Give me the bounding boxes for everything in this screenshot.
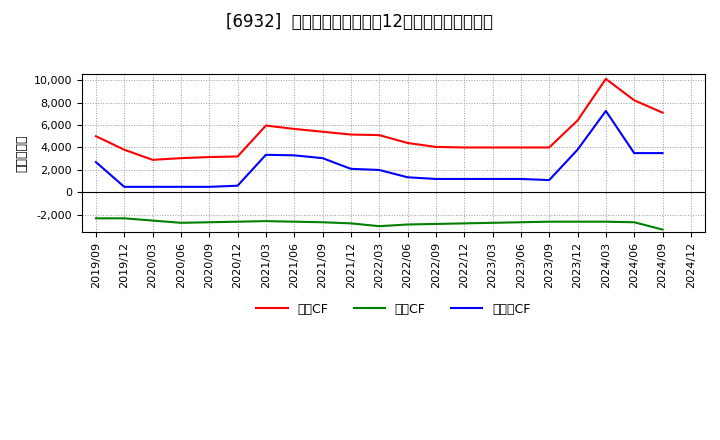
営業CF (148, 157, 157, 162)
フリーCF (658, 150, 667, 156)
投資CF (120, 216, 129, 221)
フリーCF (318, 155, 327, 161)
営業CF (658, 110, 667, 115)
営業CF (375, 132, 384, 138)
投資CF (346, 221, 355, 226)
営業CF (176, 155, 185, 161)
営業CF (91, 134, 100, 139)
投資CF (375, 224, 384, 229)
Legend: 営業CF, 投資CF, フリーCF: 営業CF, 投資CF, フリーCF (251, 298, 536, 321)
投資CF (290, 219, 299, 224)
営業CF (516, 145, 525, 150)
営業CF (205, 154, 214, 160)
フリーCF (573, 147, 582, 152)
投資CF (261, 219, 270, 224)
フリーCF (205, 184, 214, 190)
フリーCF (120, 184, 129, 190)
投資CF (318, 220, 327, 225)
投資CF (516, 220, 525, 225)
フリーCF (460, 176, 469, 182)
営業CF (573, 118, 582, 123)
フリーCF (261, 152, 270, 158)
投資CF (573, 219, 582, 224)
フリーCF (488, 176, 497, 182)
営業CF (403, 140, 412, 146)
フリーCF (176, 184, 185, 190)
フリーCF (233, 183, 242, 188)
営業CF (120, 147, 129, 152)
Line: 投資CF: 投資CF (96, 218, 662, 230)
営業CF (545, 145, 554, 150)
フリーCF (290, 153, 299, 158)
投資CF (630, 220, 639, 225)
営業CF (601, 76, 610, 81)
フリーCF (346, 166, 355, 172)
営業CF (261, 123, 270, 128)
フリーCF (630, 150, 639, 156)
投資CF (233, 219, 242, 224)
投資CF (148, 218, 157, 223)
フリーCF (601, 108, 610, 114)
投資CF (205, 220, 214, 225)
営業CF (233, 154, 242, 159)
フリーCF (375, 167, 384, 172)
フリーCF (545, 177, 554, 183)
営業CF (431, 144, 440, 150)
投資CF (545, 219, 554, 224)
フリーCF (516, 176, 525, 182)
投資CF (658, 227, 667, 232)
営業CF (346, 132, 355, 137)
投資CF (488, 220, 497, 225)
営業CF (318, 129, 327, 134)
Y-axis label: （百万円）: （百万円） (15, 134, 28, 172)
営業CF (290, 126, 299, 132)
Line: 営業CF: 営業CF (96, 79, 662, 160)
営業CF (460, 145, 469, 150)
投資CF (460, 221, 469, 226)
フリーCF (91, 159, 100, 165)
フリーCF (148, 184, 157, 190)
投資CF (91, 216, 100, 221)
Line: フリーCF: フリーCF (96, 111, 662, 187)
投資CF (601, 219, 610, 224)
フリーCF (403, 175, 412, 180)
営業CF (488, 145, 497, 150)
営業CF (630, 98, 639, 103)
投資CF (431, 221, 440, 227)
Text: [6932]  キャッシュフローの12か月移動合計の推移: [6932] キャッシュフローの12か月移動合計の推移 (227, 13, 493, 31)
投資CF (176, 220, 185, 225)
フリーCF (431, 176, 440, 182)
投資CF (403, 222, 412, 227)
